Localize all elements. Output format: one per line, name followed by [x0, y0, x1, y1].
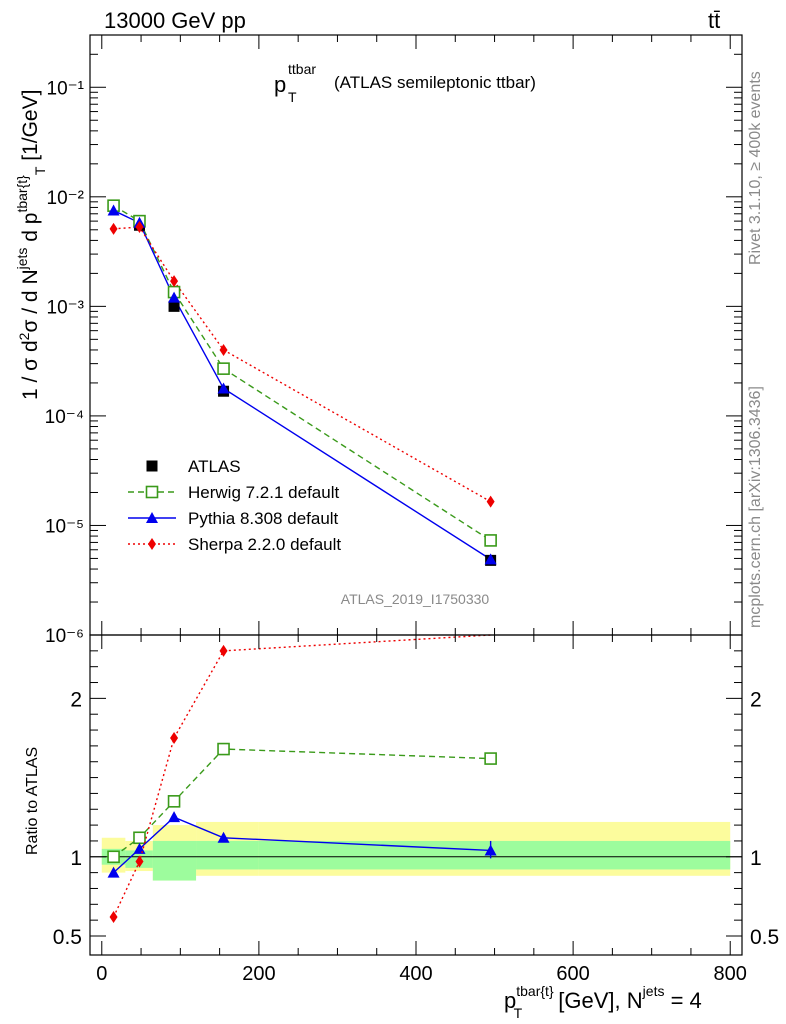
herwig-point [217, 362, 230, 375]
legend-label-sherpa: Sherpa 2.2.0 default [188, 535, 341, 554]
pythia-point [484, 553, 497, 565]
rivet-label: Rivet 3.1.10, ≥ 400k events [747, 71, 764, 265]
y-tick-label: 10⁻¹ [47, 78, 85, 99]
legend: ATLAS Herwig 7.2.1 default Pythia 8.308 de… [128, 457, 341, 554]
ratio-y-tick-label-right: 1 [750, 847, 762, 870]
x-tick-label: 800 [714, 963, 747, 985]
legend-marker-atlas [146, 460, 158, 472]
mcplots-label: mcplots.cern.ch [arXiv:1306.3436] [747, 386, 764, 628]
ratio-y-tick-label-right: 0.5 [750, 926, 779, 949]
sherpa-point [135, 221, 144, 234]
herwig-point [484, 534, 497, 547]
sherpa-ratio-point [135, 855, 144, 868]
pythia-line [113, 209, 492, 560]
y-tick-label: 10⁻⁶ [45, 626, 84, 647]
stat-band-segment [152, 840, 197, 881]
pythia-ratio-point [107, 866, 120, 878]
ratio-frame [89, 634, 743, 956]
legend-marker-pythia [146, 512, 158, 523]
stat-band-segment [196, 840, 259, 870]
ratio-y-tick-label-right: 2 [750, 688, 762, 711]
pythia-ratio-point [133, 842, 146, 854]
sherpa-ratio-point [109, 910, 118, 923]
sherpa-point [170, 275, 179, 288]
pythia-ratio-point [217, 831, 230, 843]
legend-marker-herwig [145, 485, 159, 499]
x-axis-label: ptbar{t} T [GeV], Njets = 4 [504, 983, 702, 1021]
legend-label-herwig: Herwig 7.2.1 default [188, 483, 339, 502]
x-axis-label-text: ptbar{t} T [GeV], Njets = 4 [504, 983, 702, 1021]
herwig-ratio-point [167, 795, 181, 808]
herwig-ratio-point [107, 850, 120, 864]
herwig-ratio-point [217, 742, 230, 756]
legend-label-atlas: ATLAS [188, 457, 241, 476]
energy-label: 13000 GeV pp [104, 8, 246, 33]
main-panel [107, 199, 497, 566]
axes: 0 200 400 600 800 10⁻⁶ 10⁻⁵ 10⁻⁴ 10⁻³ 10⁻² 10⁻¹ 0.5… [45, 34, 779, 985]
process-label: tt̄ [708, 8, 720, 33]
sherpa-point [486, 495, 495, 508]
sherpa-line [113, 226, 491, 503]
y-tick-label: 10⁻⁵ [45, 516, 84, 537]
ratio-y-tick-label: 2 [70, 688, 82, 711]
main-title-sup: ttbar [288, 61, 316, 77]
legend-label-pythia: Pythia 8.308 default [188, 509, 339, 528]
y-tick-label: 10⁻⁴ [45, 407, 84, 428]
sherpa-point [219, 343, 228, 356]
pythia-point [107, 204, 120, 216]
ratio-y-tick-label: 0.5 [53, 926, 82, 949]
herwig-ratio-point [484, 752, 497, 765]
x-tick-label: 600 [556, 963, 589, 985]
x-tick-label: 0 [96, 963, 107, 985]
pythia-point [168, 291, 181, 303]
main-title-rest: (ATLAS semileptonic ttbar) [334, 73, 536, 92]
ratio-y-tick-label: 1 [70, 847, 82, 870]
x-tick-label: 400 [399, 963, 432, 985]
pythia-ratio-point [484, 844, 497, 856]
ratio-panel [107, 634, 497, 923]
main-y-axis-label-text: 1 / σ d2σ / d Njets d ptbar{t}T [1/GeV] [14, 90, 48, 400]
y-tick-label: 10⁻² [47, 188, 85, 209]
x-tick-label: 200 [242, 963, 275, 985]
sherpa-ratio-point [170, 731, 179, 744]
main-title-sub: T [288, 89, 297, 105]
pythia-point [217, 382, 230, 394]
ratio-bands [90, 821, 742, 881]
main-title-p: p [274, 72, 286, 97]
sherpa-point [109, 222, 118, 235]
y-tick-label: 10⁻³ [47, 297, 85, 318]
sherpa-ratio-point [219, 644, 228, 657]
main-y-axis-label: 1 / σ d2σ / d Njets d ptbar{t}T [1/GeV] [14, 90, 48, 400]
pythia-ratio-point [168, 811, 181, 823]
herwig-ratio-point [133, 831, 146, 845]
analysis-id: ATLAS_2019_I1750330 [341, 591, 490, 607]
herwig-line [113, 205, 492, 542]
atlas-point [168, 300, 180, 312]
ratio-y-axis-label: Ratio to ATLAS [24, 747, 41, 855]
legend-marker-sherpa [148, 538, 156, 550]
sherpa-ratio-line [112, 634, 491, 918]
